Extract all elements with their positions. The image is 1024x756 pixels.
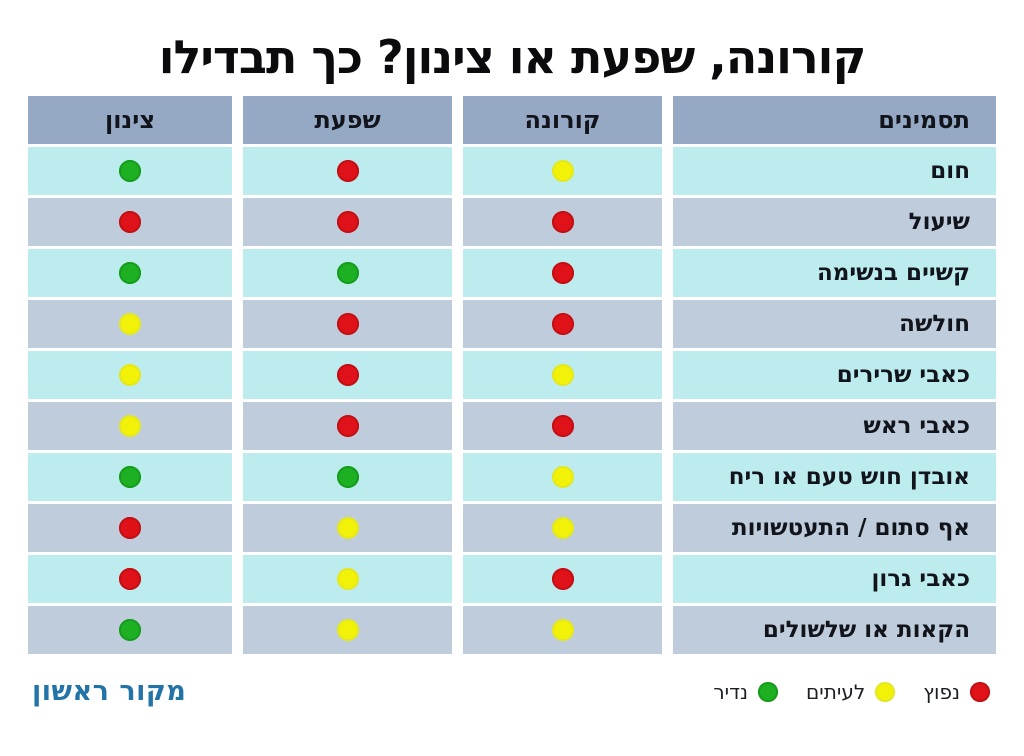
legend-item-yellow: לעיתים — [806, 679, 896, 704]
cold-frequency-cell — [28, 300, 232, 348]
green-dot — [336, 262, 359, 284]
symptoms-table: תסמינים קורונה שפעת צינון חום שיעול קשיים בנשי… — [28, 96, 996, 654]
flu-frequency-cell — [243, 249, 452, 297]
red-dot — [551, 313, 574, 335]
cold-frequency-cell — [28, 198, 232, 246]
header-cell-symptoms: תסמינים — [673, 96, 996, 144]
yellow-dot — [875, 681, 896, 702]
red-dot — [551, 568, 574, 590]
red-dot — [970, 681, 990, 702]
legend-label: נפוץ — [923, 679, 960, 704]
red-dot — [336, 313, 359, 335]
red-dot — [551, 262, 574, 284]
green-dot — [336, 466, 359, 488]
corona-frequency-cell — [463, 453, 662, 501]
legend-item-red: נפוץ — [923, 680, 990, 704]
header-cell-flu: שפעת — [243, 96, 452, 144]
symptom-label: חולשה — [673, 300, 996, 348]
flu-frequency-cell — [243, 606, 452, 654]
symptom-label: שיעול — [673, 198, 996, 246]
red-dot — [551, 415, 574, 437]
yellow-dot — [336, 568, 359, 590]
symptom-label: כאבי גרון — [673, 555, 996, 603]
yellow-dot — [551, 160, 574, 182]
flu-frequency-cell — [243, 504, 452, 552]
green-dot — [119, 466, 141, 488]
corona-frequency-cell — [463, 249, 662, 297]
legend: נפוץ לעיתים נדיר — [713, 680, 990, 704]
corona-frequency-cell — [463, 300, 662, 348]
header-cell-corona: קורונה — [463, 96, 662, 144]
green-dot — [119, 262, 141, 284]
infographic-page: קורונה, שפעת או צינון? כך תבדילו תסמינים… — [28, 30, 996, 707]
flu-frequency-cell — [243, 453, 452, 501]
cold-frequency-cell — [28, 249, 232, 297]
yellow-dot — [119, 415, 141, 437]
corona-frequency-cell — [463, 504, 662, 552]
corona-frequency-cell — [463, 198, 662, 246]
green-dot — [119, 160, 141, 182]
symptom-label: חום — [673, 147, 996, 195]
corona-frequency-cell — [463, 147, 662, 195]
page-title: קורונה, שפעת או צינון? כך תבדילו — [158, 30, 867, 84]
cold-frequency-cell — [28, 351, 232, 399]
flu-frequency-cell — [243, 351, 452, 399]
legend-item-green: נדיר — [713, 680, 778, 704]
red-dot — [119, 211, 141, 233]
yellow-dot — [551, 466, 574, 488]
corona-frequency-cell — [463, 606, 662, 654]
yellow-dot — [119, 364, 141, 386]
yellow-dot — [336, 517, 359, 539]
flu-frequency-cell — [243, 300, 452, 348]
flu-frequency-cell — [243, 402, 452, 450]
yellow-dot — [551, 517, 574, 539]
red-dot — [336, 160, 359, 182]
cold-frequency-cell — [28, 147, 232, 195]
cold-frequency-cell — [28, 606, 232, 654]
cold-frequency-cell — [28, 504, 232, 552]
symptom-label: כאבי שרירים — [673, 351, 996, 399]
green-dot — [119, 619, 141, 641]
green-dot — [758, 681, 778, 702]
yellow-dot — [336, 619, 359, 641]
yellow-dot — [551, 364, 574, 386]
symptom-label: אובדן חוש טעם או ריח — [673, 453, 996, 501]
red-dot — [119, 568, 141, 590]
footer: נפוץ לעיתים נדיר מקור ראשון — [28, 676, 996, 707]
symptom-label: קשיים בנשימה — [673, 249, 996, 297]
corona-frequency-cell — [463, 351, 662, 399]
legend-label: נדיר — [713, 679, 748, 704]
symptom-label: אף סתום / התעטשויות — [673, 504, 996, 552]
yellow-dot — [119, 313, 141, 335]
header-cell-cold: צינון — [28, 96, 232, 144]
cold-frequency-cell — [28, 555, 232, 603]
corona-frequency-cell — [463, 555, 662, 603]
legend-label: לעיתים — [806, 679, 866, 704]
yellow-dot — [551, 619, 574, 641]
flu-frequency-cell — [243, 198, 452, 246]
red-dot — [119, 517, 141, 539]
red-dot — [336, 415, 359, 437]
flu-frequency-cell — [243, 147, 452, 195]
red-dot — [336, 211, 359, 233]
corona-frequency-cell — [463, 402, 662, 450]
red-dot — [551, 211, 574, 233]
symptom-label: הקאות או שלשולים — [673, 606, 996, 654]
symptom-label: כאבי ראש — [673, 402, 996, 450]
makor-rishon-logo: מקור ראשון — [32, 676, 187, 707]
red-dot — [336, 364, 359, 386]
flu-frequency-cell — [243, 555, 452, 603]
cold-frequency-cell — [28, 453, 232, 501]
cold-frequency-cell — [28, 402, 232, 450]
